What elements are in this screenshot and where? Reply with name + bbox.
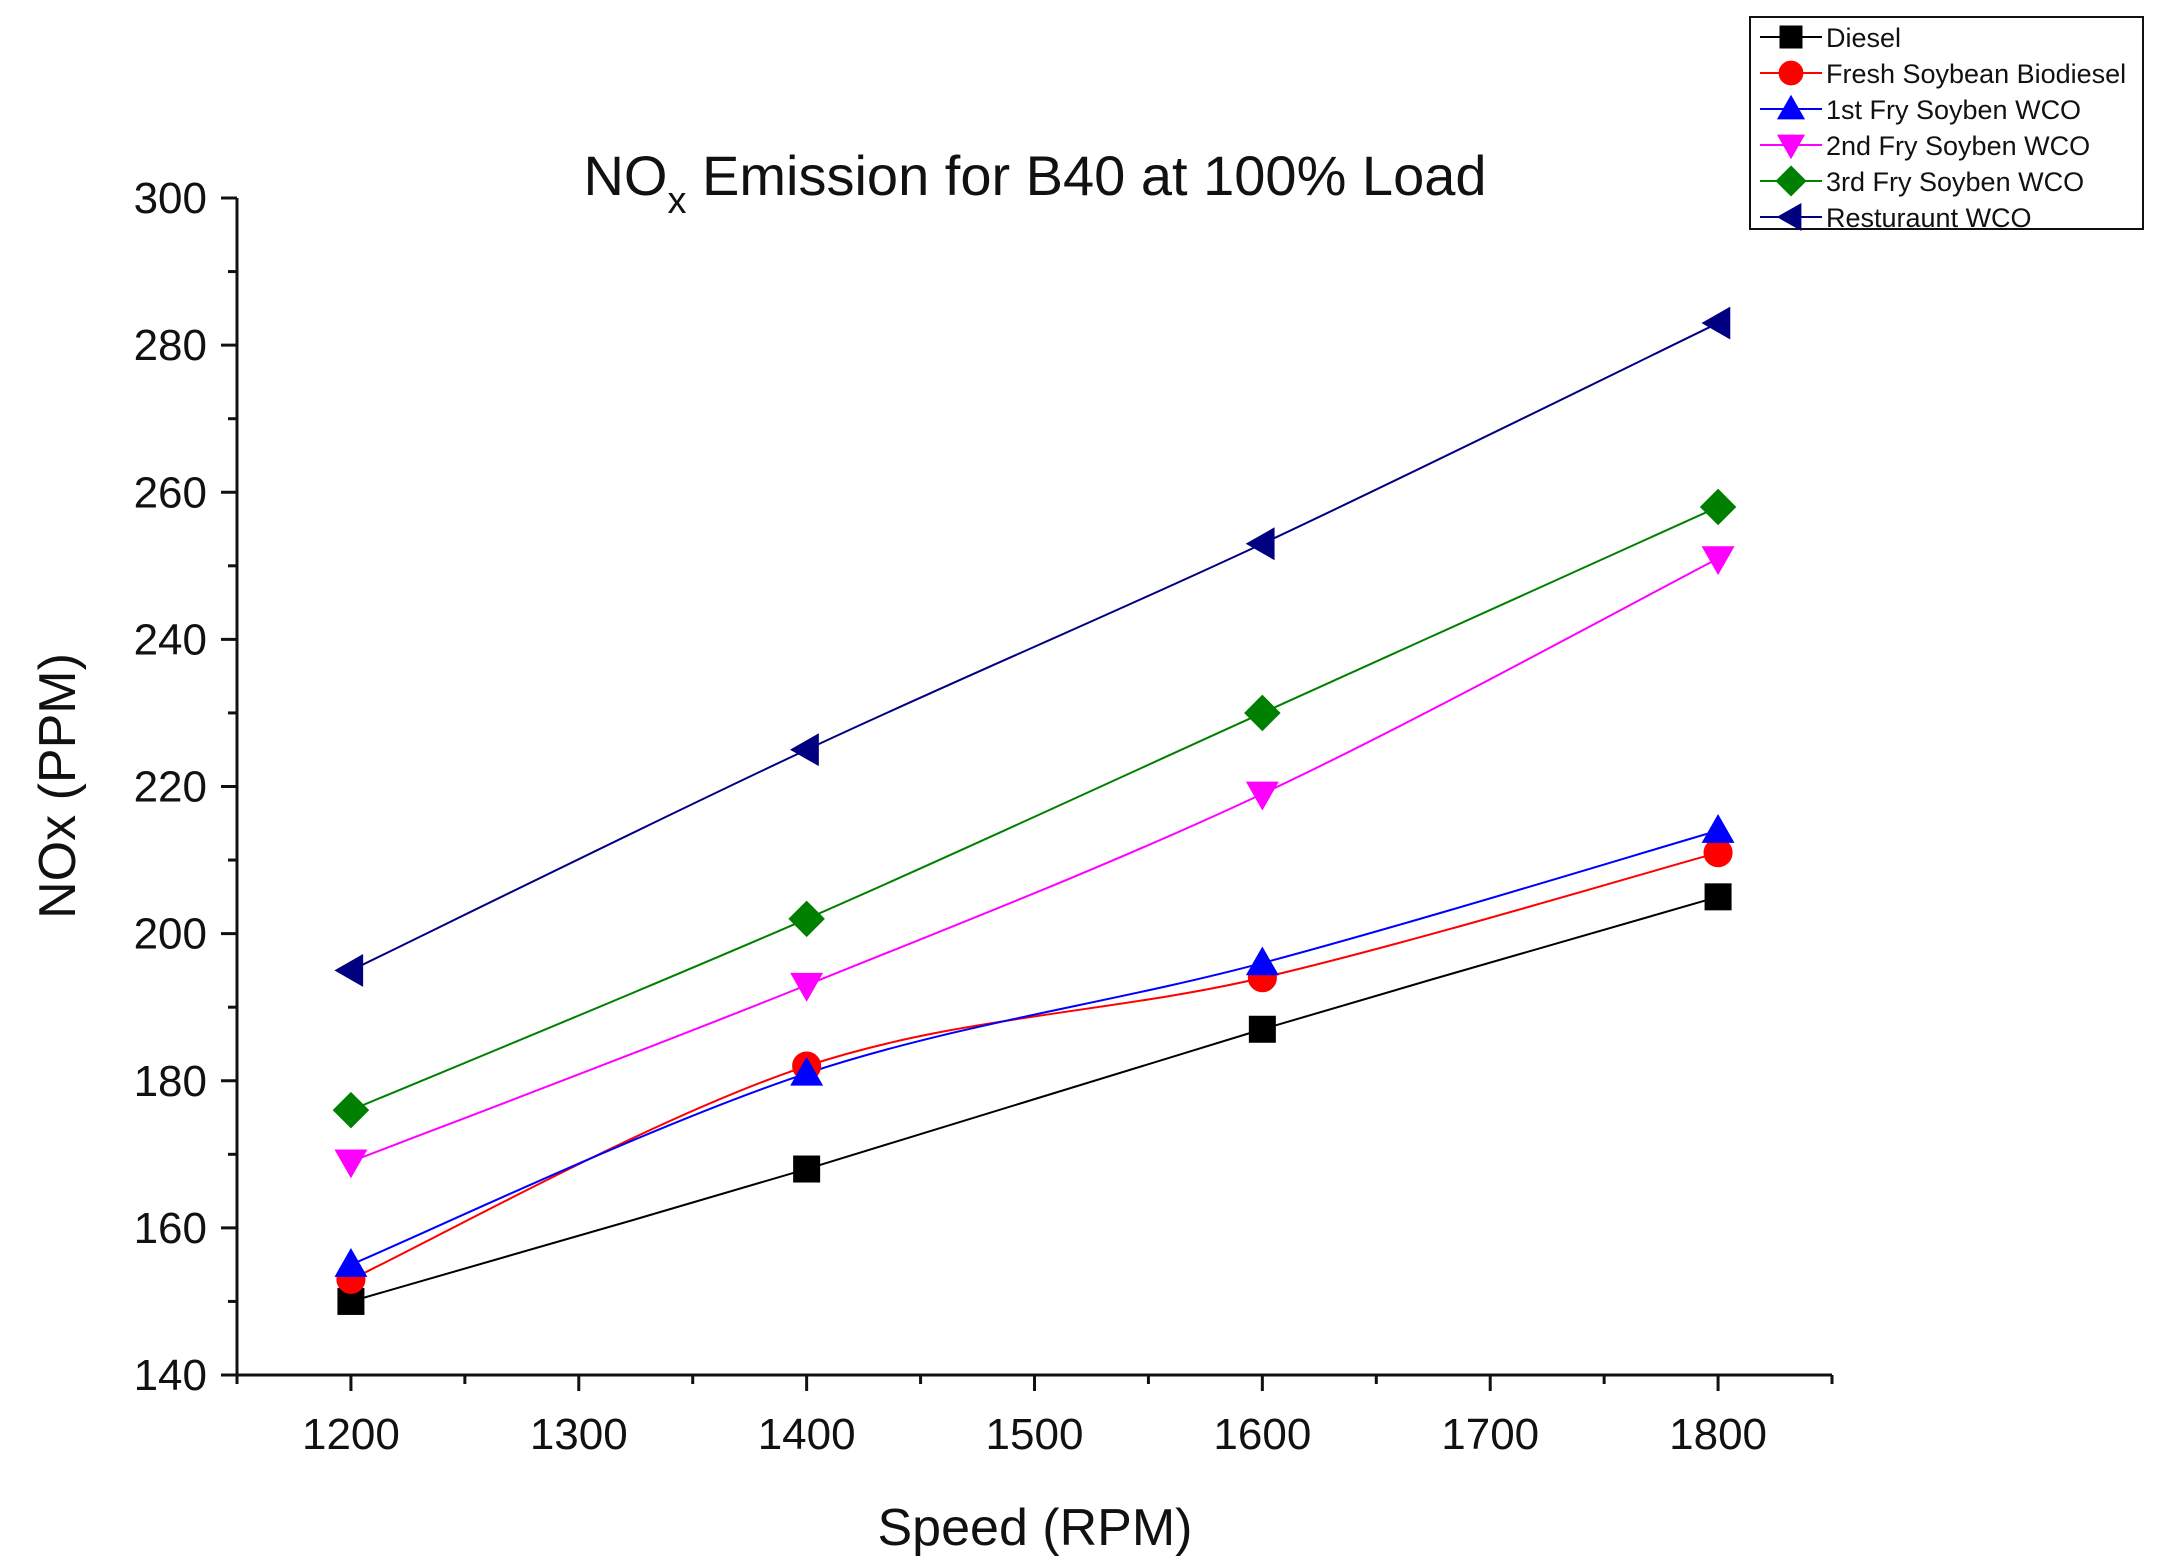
data-point-2-2 <box>1245 946 1279 976</box>
axes <box>235 198 1832 1377</box>
legend-marker-4 <box>1775 165 1807 197</box>
series-line-3 <box>350 557 1719 1163</box>
y-tick-label: 140 <box>134 1351 207 1400</box>
data-point-1-3 <box>1703 838 1733 868</box>
data-point-2-0 <box>334 1248 368 1277</box>
legend-label-0: Diesel <box>1826 23 1901 53</box>
y-tick-label: 300 <box>134 174 207 223</box>
y-tick-label: 180 <box>134 1057 207 1106</box>
data-point-0-3 <box>1704 883 1732 911</box>
legend-marker-3 <box>1776 134 1806 160</box>
legend-marker-2 <box>1776 94 1806 120</box>
x-tick-label: 1600 <box>1213 1410 1311 1459</box>
legend-label-2: 1st Fry Soyben WCO <box>1826 95 2081 125</box>
data-point-2-1 <box>790 1056 824 1086</box>
data-point-5-2 <box>1245 527 1275 561</box>
legend-marker-5 <box>1776 202 1802 232</box>
x-tick-label: 1200 <box>302 1410 400 1459</box>
legend-label-3: 2nd Fry Soyben WCO <box>1826 131 2090 161</box>
data-point-0-2 <box>1248 1015 1276 1043</box>
legend-items: Diesel Fresh Soybean Biodiesel 1st Fry Soy… <box>1760 23 2126 233</box>
chart-title-main: NO <box>583 144 667 207</box>
data-point-4-3 <box>1699 488 1737 526</box>
y-tick-label: 240 <box>134 615 207 664</box>
legend-marker-0 <box>1779 25 1803 49</box>
legend-marker-1 <box>1778 60 1804 86</box>
data-point-5-0 <box>334 953 364 987</box>
x-tick-label: 1400 <box>758 1410 856 1459</box>
legend-box <box>1749 16 2144 230</box>
y-tick-label: 260 <box>134 468 207 517</box>
y-axis-label: NOx (PPM) <box>29 653 87 919</box>
series-lines <box>350 322 1719 1303</box>
series-markers <box>332 306 1737 1315</box>
x-tick-label: 1800 <box>1669 1410 1767 1459</box>
legend-label-1: Fresh Soybean Biodiesel <box>1826 59 2126 89</box>
chart-title: NOx Emission for B40 at 100% Load <box>583 144 1486 222</box>
y-tick-label: 280 <box>134 321 207 370</box>
legend: Diesel Fresh Soybean Biodiesel 1st Fry Soy… <box>1749 16 2144 233</box>
y-tick-label: 220 <box>134 763 207 812</box>
series-line-2 <box>350 829 1719 1266</box>
series-line-1 <box>350 851 1719 1281</box>
data-point-3-3 <box>1701 546 1735 576</box>
y-tick-label: 160 <box>134 1204 207 1253</box>
x-axis-label: Speed (RPM) <box>878 1499 1193 1557</box>
series-line-5 <box>350 322 1719 972</box>
data-point-5-3 <box>1701 306 1731 340</box>
x-tick-label: 1300 <box>530 1410 628 1459</box>
x-tick-label: 1700 <box>1441 1410 1539 1459</box>
data-point-4-0 <box>332 1091 370 1129</box>
y-tick-label: 200 <box>134 910 207 959</box>
tick-group: 140 160 180 200 220 240 260 280 300 1200 1300 1400 1… <box>134 174 1834 1459</box>
data-point-2-3 <box>1701 814 1735 843</box>
data-point-3-0 <box>334 1149 368 1179</box>
chart-title-rest: Emission for B40 at 100% Load <box>686 144 1486 207</box>
data-point-3-2 <box>1245 781 1279 811</box>
legend-label-4: 3rd Fry Soyben WCO <box>1826 167 2084 197</box>
data-point-3-1 <box>790 972 824 1002</box>
series-line-4 <box>350 506 1719 1112</box>
x-tick-label: 1500 <box>986 1410 1084 1459</box>
legend-label-5: Resturaunt WCO <box>1826 203 2032 233</box>
data-point-5-1 <box>790 733 819 767</box>
data-point-0-1 <box>793 1155 821 1183</box>
data-point-4-1 <box>788 900 825 938</box>
data-point-4-2 <box>1244 694 1281 732</box>
series-line-0 <box>350 895 1719 1303</box>
chart-title-subscript: x <box>667 180 686 222</box>
